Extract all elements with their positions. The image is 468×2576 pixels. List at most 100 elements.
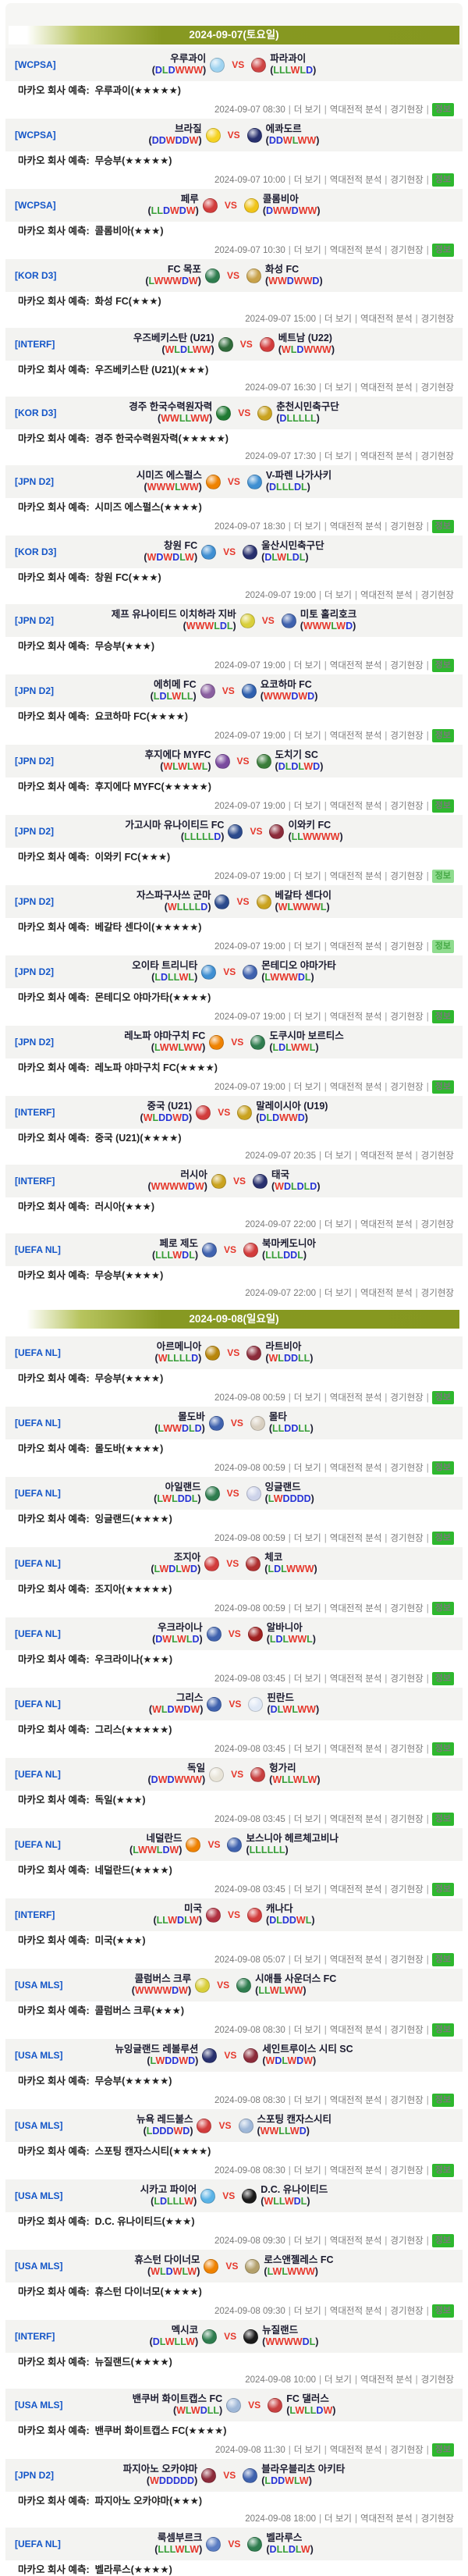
more-link[interactable]: 더 보기 — [293, 2307, 321, 2316]
info-badge[interactable]: 정보 — [431, 1883, 454, 1896]
more-link[interactable]: 더 보기 — [293, 1083, 321, 1092]
more-link[interactable]: 더 보기 — [293, 1815, 321, 1824]
league-tag-link[interactable]: [INTERF] — [15, 339, 55, 350]
h2h-analysis-link[interactable]: 역대전적 분석 — [329, 1534, 382, 1543]
league-tag-link[interactable]: [USA MLS] — [15, 1980, 63, 1991]
info-badge[interactable]: 정보 — [431, 2443, 454, 2457]
h2h-analysis-link[interactable]: 역대전적 분석 — [329, 1464, 382, 1473]
league-tag-link[interactable]: [UEFA NL] — [15, 1628, 61, 1639]
h2h-analysis-link[interactable]: 역대전적 분석 — [360, 1289, 413, 1298]
h2h-analysis-link[interactable]: 역대전적 분석 — [329, 1393, 382, 1403]
more-link[interactable]: 더 보기 — [293, 1604, 321, 1614]
more-link[interactable]: 더 보기 — [293, 1012, 321, 1022]
h2h-analysis-link[interactable]: 역대전적 분석 — [329, 1012, 382, 1022]
info-badge[interactable]: 정보 — [431, 2164, 454, 2177]
info-badge[interactable]: 정보 — [431, 2094, 454, 2107]
h2h-analysis-link[interactable]: 역대전적 분석 — [329, 246, 382, 255]
h2h-analysis-link[interactable]: 역대전적 분석 — [329, 1815, 382, 1824]
league-tag-link[interactable]: [UEFA NL] — [15, 1558, 61, 1569]
more-link[interactable]: 더 보기 — [324, 591, 352, 600]
info-badge[interactable]: 정보 — [431, 1813, 454, 1826]
h2h-analysis-link[interactable]: 역대전적 분석 — [329, 1083, 382, 1092]
h2h-analysis-link[interactable]: 역대전적 분석 — [360, 383, 413, 393]
info-badge[interactable]: 정보 — [431, 940, 454, 953]
info-badge[interactable]: 정보 — [431, 799, 454, 813]
league-tag-link[interactable]: [WCPSA] — [15, 200, 56, 211]
h2h-analysis-link[interactable]: 역대전적 분석 — [329, 2096, 382, 2105]
info-badge[interactable]: 정보 — [431, 1461, 454, 1475]
info-badge[interactable]: 정보 — [431, 1532, 454, 1545]
venue-link[interactable]: 경기현장 — [420, 452, 454, 461]
info-badge[interactable]: 정보 — [431, 870, 454, 883]
league-tag-link[interactable]: [USA MLS] — [15, 2400, 63, 2411]
info-badge[interactable]: 정보 — [431, 173, 454, 187]
more-link[interactable]: 더 보기 — [293, 1464, 321, 1473]
h2h-analysis-link[interactable]: 역대전적 분석 — [329, 731, 382, 741]
league-tag-link[interactable]: [JPN D2] — [15, 1037, 55, 1048]
league-tag-link[interactable]: [UEFA NL] — [15, 2539, 61, 2549]
venue-link[interactable]: 경기현장 — [390, 105, 424, 115]
more-link[interactable]: 더 보기 — [293, 176, 321, 185]
info-badge[interactable]: 정보 — [431, 520, 454, 533]
league-tag-link[interactable]: [UEFA NL] — [15, 1347, 61, 1358]
h2h-analysis-link[interactable]: 역대전적 분석 — [329, 1885, 382, 1895]
league-tag-link[interactable]: [INTERF] — [15, 2331, 55, 2342]
league-tag-link[interactable]: [INTERF] — [15, 1909, 55, 1920]
more-link[interactable]: 더 보기 — [293, 1393, 321, 1403]
venue-link[interactable]: 경기현장 — [390, 2307, 424, 2316]
venue-link[interactable]: 경기현장 — [390, 731, 424, 741]
more-link[interactable]: 더 보기 — [324, 452, 352, 461]
league-tag-link[interactable]: [USA MLS] — [15, 2050, 63, 2061]
h2h-analysis-link[interactable]: 역대전적 분석 — [329, 2026, 382, 2035]
more-link[interactable]: 더 보기 — [293, 2236, 321, 2246]
more-link[interactable]: 더 보기 — [293, 1885, 321, 1895]
venue-link[interactable]: 경기현장 — [390, 1955, 424, 1965]
info-badge[interactable]: 정보 — [431, 103, 454, 116]
league-tag-link[interactable]: [JPN D2] — [15, 966, 55, 977]
more-link[interactable]: 더 보기 — [324, 1289, 352, 1298]
league-tag-link[interactable]: [JPN D2] — [15, 2470, 55, 2481]
more-link[interactable]: 더 보기 — [293, 1674, 321, 1684]
h2h-analysis-link[interactable]: 역대전적 분석 — [329, 2166, 382, 2176]
info-badge[interactable]: 정보 — [431, 1953, 454, 1966]
h2h-analysis-link[interactable]: 역대전적 분석 — [329, 942, 382, 952]
h2h-analysis-link[interactable]: 역대전적 분석 — [329, 2236, 382, 2246]
venue-link[interactable]: 경기현장 — [390, 2236, 424, 2246]
more-link[interactable]: 더 보기 — [293, 2026, 321, 2035]
venue-link[interactable]: 경기현장 — [390, 1534, 424, 1543]
info-badge[interactable]: 정보 — [431, 244, 454, 257]
info-badge[interactable]: 정보 — [431, 2234, 454, 2247]
more-link[interactable]: 더 보기 — [324, 1220, 352, 1229]
venue-link[interactable]: 경기현장 — [390, 1464, 424, 1473]
league-tag-link[interactable]: [UEFA NL] — [15, 1488, 61, 1499]
h2h-analysis-link[interactable]: 역대전적 분석 — [360, 591, 413, 600]
league-tag-link[interactable]: [USA MLS] — [15, 2120, 63, 2131]
more-link[interactable]: 더 보기 — [293, 105, 321, 115]
venue-link[interactable]: 경기현장 — [390, 802, 424, 811]
h2h-analysis-link[interactable]: 역대전적 분석 — [329, 522, 382, 532]
league-tag-link[interactable]: [KOR D3] — [15, 546, 57, 557]
venue-link[interactable]: 경기현장 — [420, 1151, 454, 1161]
more-link[interactable]: 더 보기 — [324, 2514, 352, 2524]
h2h-analysis-link[interactable]: 역대전적 분석 — [360, 1151, 413, 1161]
league-tag-link[interactable]: [JPN D2] — [15, 476, 55, 487]
league-tag-link[interactable]: [INTERF] — [15, 1176, 55, 1187]
more-link[interactable]: 더 보기 — [293, 802, 321, 811]
league-tag-link[interactable]: [JPN D2] — [15, 896, 55, 907]
more-link[interactable]: 더 보기 — [293, 522, 321, 532]
venue-link[interactable]: 경기현장 — [390, 2446, 424, 2455]
venue-link[interactable]: 경기현장 — [390, 2096, 424, 2105]
venue-link[interactable]: 경기현장 — [390, 872, 424, 881]
venue-link[interactable]: 경기현장 — [390, 1674, 424, 1684]
h2h-analysis-link[interactable]: 역대전적 분석 — [360, 315, 413, 324]
more-link[interactable]: 더 보기 — [324, 1151, 352, 1161]
more-link[interactable]: 더 보기 — [293, 1745, 321, 1754]
more-link[interactable]: 더 보기 — [293, 1534, 321, 1543]
h2h-analysis-link[interactable]: 역대전적 분석 — [329, 2446, 382, 2455]
h2h-analysis-link[interactable]: 역대전적 분석 — [329, 1745, 382, 1754]
venue-link[interactable]: 경기현장 — [390, 1604, 424, 1614]
venue-link[interactable]: 경기현장 — [390, 1083, 424, 1092]
h2h-analysis-link[interactable]: 역대전적 분석 — [329, 176, 382, 185]
league-tag-link[interactable]: [USA MLS] — [15, 2190, 63, 2201]
h2h-analysis-link[interactable]: 역대전적 분석 — [329, 105, 382, 115]
